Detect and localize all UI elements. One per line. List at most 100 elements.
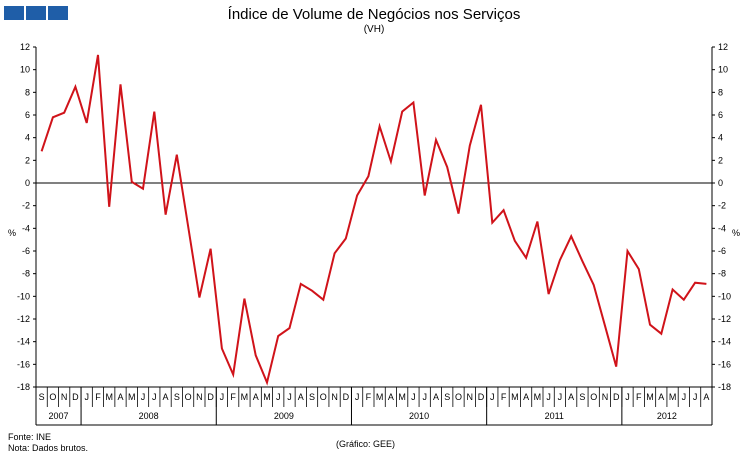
x-tick-label: J — [141, 392, 146, 402]
y-tick-label-left: -10 — [17, 291, 30, 301]
y-tick-label-left: -4 — [22, 223, 30, 233]
x-tick-label: A — [568, 392, 574, 402]
y-tick-label-right: -6 — [718, 246, 726, 256]
y-tick-label-left: 2 — [25, 155, 30, 165]
y-tick-label-right: -16 — [718, 359, 731, 369]
y-axis-label-right: % — [732, 228, 740, 238]
x-tick-label: J — [693, 392, 698, 402]
x-tick-label: J — [84, 392, 89, 402]
y-tick-label-right: -8 — [718, 269, 726, 279]
y-tick-label-right: 8 — [718, 87, 723, 97]
x-tick-label: J — [546, 392, 551, 402]
x-tick-label: J — [276, 392, 281, 402]
data-note: Nota: Dados brutos. — [8, 443, 89, 453]
y-tick-label-left: 12 — [20, 42, 30, 52]
y-tick-label-right: 10 — [718, 65, 728, 75]
y-tick-label-left: -8 — [22, 269, 30, 279]
x-tick-label: S — [444, 392, 450, 402]
x-tick-label: O — [455, 392, 462, 402]
x-tick-label: F — [636, 392, 642, 402]
chart-subtitle: (VH) — [363, 24, 385, 35]
x-tick-label: A — [388, 392, 394, 402]
x-tick-label: S — [309, 392, 315, 402]
x-tick-label: J — [490, 392, 495, 402]
logo-block-1 — [4, 6, 24, 20]
x-tick-label: A — [163, 392, 169, 402]
x-tick-label: J — [411, 392, 416, 402]
x-tick-label: M — [105, 392, 113, 402]
x-tick-label: S — [39, 392, 45, 402]
x-tick-label: J — [287, 392, 292, 402]
x-tick-label: N — [331, 392, 338, 402]
source-note: Fonte: INE — [8, 432, 52, 442]
x-tick-label: N — [61, 392, 68, 402]
x-tick-label: J — [220, 392, 225, 402]
y-tick-label-right: -2 — [718, 201, 726, 211]
x-tick-label: M — [376, 392, 384, 402]
year-label: 2010 — [409, 411, 429, 421]
y-tick-label-right: -4 — [718, 223, 726, 233]
x-tick-label: D — [613, 392, 620, 402]
y-tick-label-left: 4 — [25, 133, 30, 143]
x-tick-label: N — [196, 392, 203, 402]
year-label: 2009 — [274, 411, 294, 421]
logo-block-2 — [26, 6, 46, 20]
x-tick-label: O — [320, 392, 327, 402]
year-label: 2012 — [657, 411, 677, 421]
year-label: 2007 — [49, 411, 69, 421]
y-tick-label-left: -2 — [22, 201, 30, 211]
x-tick-label: D — [207, 392, 214, 402]
x-tick-label: J — [625, 392, 630, 402]
x-tick-label: O — [185, 392, 192, 402]
chart-credit: (Gráfico: GEE) — [336, 439, 396, 449]
logo-block-3 — [48, 6, 68, 20]
x-tick-label: M — [669, 392, 677, 402]
x-tick-label: M — [398, 392, 406, 402]
y-tick-label-left: -12 — [17, 314, 30, 324]
x-tick-label: M — [511, 392, 519, 402]
y-tick-label-left: -6 — [22, 246, 30, 256]
y-tick-label-right: -18 — [718, 382, 731, 392]
x-tick-label: M — [128, 392, 136, 402]
y-tick-label-right: 4 — [718, 133, 723, 143]
y-tick-label-right: -12 — [718, 314, 731, 324]
x-tick-label: S — [579, 392, 585, 402]
x-tick-label: M — [263, 392, 271, 402]
y-tick-label-right: 6 — [718, 110, 723, 120]
x-tick-label: J — [558, 392, 563, 402]
y-tick-label-left: 0 — [25, 178, 30, 188]
x-tick-label: A — [523, 392, 529, 402]
y-tick-label-left: -14 — [17, 337, 30, 347]
x-tick-label: F — [95, 392, 101, 402]
gee-logo — [4, 6, 68, 20]
y-axis-label-left: % — [8, 228, 16, 238]
y-tick-label-right: 0 — [718, 178, 723, 188]
x-tick-label: A — [433, 392, 439, 402]
x-tick-label: D — [343, 392, 350, 402]
year-label: 2008 — [139, 411, 159, 421]
x-tick-label: J — [422, 392, 427, 402]
x-tick-label: S — [174, 392, 180, 402]
y-tick-label-left: -16 — [17, 359, 30, 369]
x-tick-label: F — [366, 392, 372, 402]
x-tick-label: F — [501, 392, 507, 402]
y-tick-label-left: 8 — [25, 87, 30, 97]
y-tick-label-right: -14 — [718, 337, 731, 347]
x-tick-label: J — [682, 392, 687, 402]
x-tick-label: O — [590, 392, 597, 402]
x-tick-label: N — [467, 392, 474, 402]
x-tick-label: D — [478, 392, 485, 402]
x-tick-label: O — [49, 392, 56, 402]
x-tick-label: F — [230, 392, 236, 402]
series-line-vh — [40, 54, 707, 386]
x-tick-label: J — [152, 392, 157, 402]
year-label: 2011 — [545, 411, 564, 421]
y-tick-label-left: 10 — [20, 65, 30, 75]
x-tick-label: A — [298, 392, 304, 402]
x-tick-label: J — [355, 392, 360, 402]
y-tick-label-left: -18 — [17, 382, 30, 392]
x-tick-label: M — [646, 392, 654, 402]
y-tick-label-right: 2 — [718, 155, 723, 165]
x-tick-label: D — [72, 392, 79, 402]
